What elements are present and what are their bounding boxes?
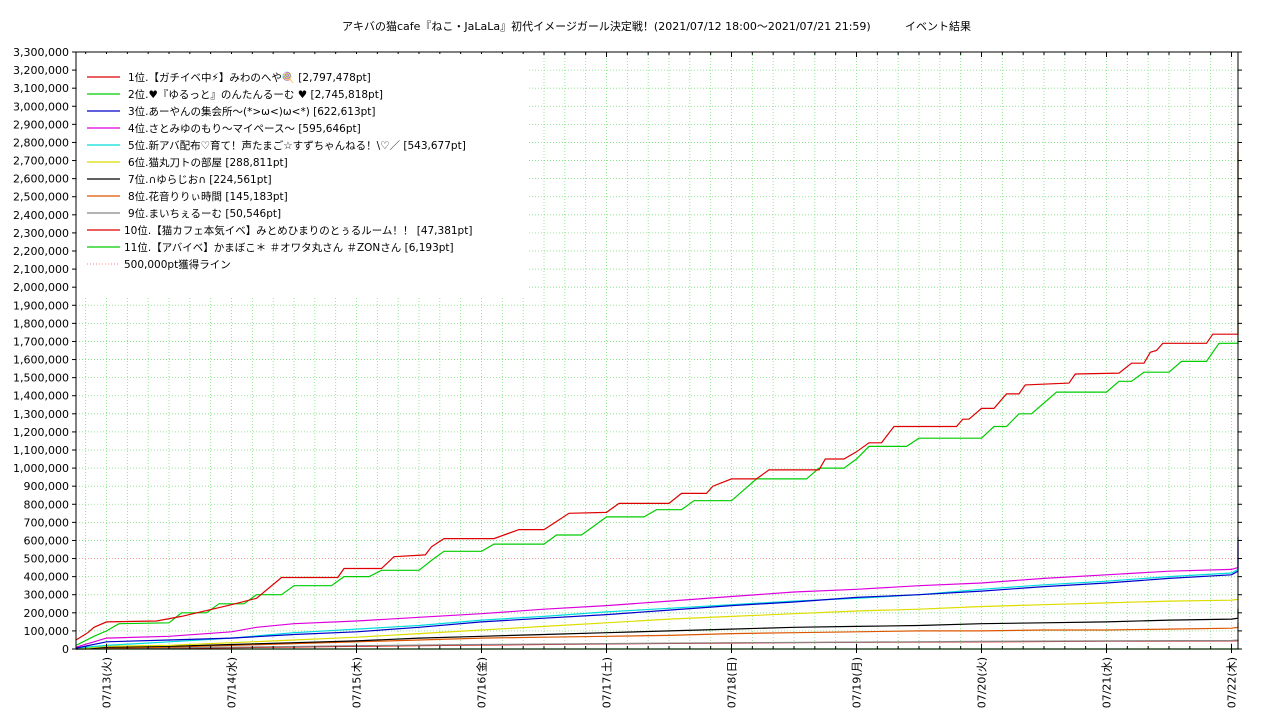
legend-box — [78, 54, 528, 298]
legend-label: 8位.花音りりぃ時間 [145,183pt] — [128, 190, 288, 203]
y-tick-label: 700,000 — [24, 516, 70, 529]
y-tick-label: 500,000 — [24, 553, 70, 566]
legend-label: 9位.まいちぇるーむ [50,546pt] — [128, 207, 281, 220]
y-tick-label: 0 — [62, 643, 69, 656]
x-tick-label: 07/14(水) — [226, 657, 239, 708]
chart-title: アキバの猫cafe『ねこ・JaLaLa』初代イメージガール決定戦！(2021/0… — [342, 19, 871, 33]
y-tick-label: 2,800,000 — [13, 136, 69, 149]
y-tick-label: 2,600,000 — [13, 173, 69, 186]
y-tick-label: 2,200,000 — [13, 245, 69, 258]
y-tick-label: 1,300,000 — [13, 408, 69, 421]
y-tick-label: 1,000,000 — [13, 462, 69, 475]
legend-label: 500,000pt獲得ライン — [124, 258, 231, 271]
y-tick-label: 100,000 — [24, 625, 70, 638]
y-tick-label: 2,100,000 — [13, 263, 69, 276]
x-tick-label: 07/17(土) — [601, 657, 614, 708]
legend-label: 10位.【猫カフェ本気イベ】みとめひまりのとぅるルーム！！ [47,381pt] — [124, 224, 472, 237]
y-tick-label: 1,400,000 — [13, 390, 69, 403]
y-tick-label: 1,800,000 — [13, 317, 69, 330]
plot-frame — [75, 51, 1239, 650]
series-line — [75, 596, 1239, 650]
y-tick-label: 1,700,000 — [13, 335, 69, 348]
y-tick-label: 2,300,000 — [13, 227, 69, 240]
legend-label: 3位.あーやんの集会所〜(*>ω<)ω<*) [622,613pt] — [128, 105, 376, 118]
x-axis: 07/13(火) 07/14(水) 07/15(木) 07/16(金) 07/17(土)… — [85, 52, 1239, 708]
y-tick-label: 2,000,000 — [13, 281, 69, 294]
y-axis: 0 100,000 200,000 300,000 400,000 500,000 600,… — [13, 46, 1242, 656]
legend-label: 5位.新アバ配布♡育て！声たまご☆すずちゃんねる！\♡／ [543,677pt] — [128, 139, 466, 152]
legend-label: 11位.【アバイベ】かまぼこ＊ ＃オワタ丸さん ＃ZONさん [6,193pt] — [124, 241, 454, 254]
legend-label: 6位.猫丸刀トの部屋 [288,811pt] — [128, 156, 288, 169]
x-tick-label: 07/13(火) — [101, 657, 114, 708]
y-tick-label: 1,900,000 — [13, 299, 69, 312]
legend-label: 2位.♥『ゆるっと』のんたんるーむ ♥ [2,745,818pt] — [128, 88, 383, 101]
x-tick-label: 07/18(日) — [726, 657, 739, 708]
y-tick-label: 3,200,000 — [13, 64, 69, 77]
series-line — [75, 622, 1239, 650]
y-tick-label: 600,000 — [24, 534, 70, 547]
y-tick-label: 200,000 — [24, 607, 70, 620]
x-tick-label: 07/19(月) — [851, 657, 864, 708]
legend-label: 7位.∩ゆらじお∩ [224,561pt] — [128, 173, 272, 186]
y-tick-label: 3,300,000 — [13, 46, 69, 59]
y-tick-label: 900,000 — [24, 480, 70, 493]
y-tick-label: 3,100,000 — [13, 82, 69, 95]
y-tick-label: 2,500,000 — [13, 191, 69, 204]
series-line — [75, 608, 1239, 650]
chart-subtitle: イベント結果 — [905, 19, 971, 33]
y-tick-label: 800,000 — [24, 498, 70, 511]
x-tick-label: 07/20(火) — [976, 657, 989, 708]
y-tick-label: 1,200,000 — [13, 426, 69, 439]
y-tick-label: 1,100,000 — [13, 444, 69, 457]
y-tick-label: 300,000 — [24, 589, 70, 602]
y-tick-label: 2,900,000 — [13, 118, 69, 131]
x-tick-label: 07/15(木) — [351, 657, 364, 708]
legend-label: 4位.さとみゆのもり〜マイペース〜 [595,646pt] — [128, 122, 361, 135]
y-tick-label: 3,000,000 — [13, 100, 69, 113]
y-tick-label: 1,500,000 — [13, 372, 69, 385]
y-tick-label: 400,000 — [24, 571, 70, 584]
y-tick-label: 2,700,000 — [13, 155, 69, 168]
x-tick-label: 07/22(木) — [1226, 657, 1239, 708]
y-tick-label: 1,600,000 — [13, 354, 69, 367]
x-tick-label: 07/16(金) — [475, 657, 489, 708]
legend: 1位.【ガチイベ中⚡】みわのへや🍭 [2,797,478pt] 2位.♥『ゆるっと… — [78, 54, 528, 298]
y-tick-label: 2,400,000 — [13, 209, 69, 222]
legend-label: 1位.【ガチイベ中⚡】みわのへや🍭 [2,797,478pt] — [128, 70, 371, 84]
x-tick-label: 07/21(水) — [1101, 657, 1114, 708]
